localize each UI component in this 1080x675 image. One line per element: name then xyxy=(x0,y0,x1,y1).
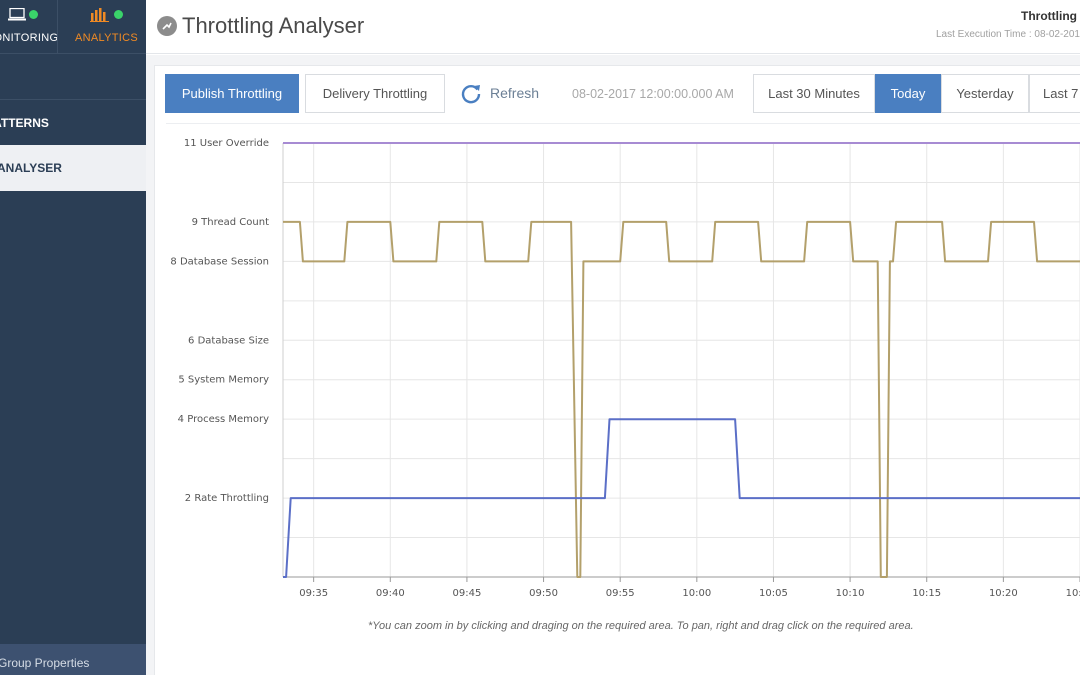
publish-throttling-button[interactable]: Publish Throttling xyxy=(165,74,299,113)
x-tick-label: 09:35 xyxy=(299,588,328,599)
execution-time: 08-02-2017 12:00:00.000 AM xyxy=(572,87,734,101)
y-tick-label: 5 System Memory xyxy=(178,375,269,386)
refresh-icon xyxy=(461,85,481,104)
toolbar-divider xyxy=(166,123,1080,124)
sidebar-item-analyser[interactable]: ANALYSER xyxy=(0,145,146,191)
y-tick-label: 9 Thread Count xyxy=(192,217,269,228)
y-tick-label: 4 Process Memory xyxy=(178,414,269,425)
x-tick-label: 09:40 xyxy=(376,588,405,599)
status-dot xyxy=(29,10,38,19)
last-execution-time: Last Execution Time : 08-02-2017 xyxy=(936,29,1080,40)
delivery-throttling-button[interactable]: Delivery Throttling xyxy=(305,74,445,113)
series-line xyxy=(283,418,1080,578)
page-header: Throttling Analyser Throttling Last Exec… xyxy=(146,0,1080,54)
x-tick-label: 10:25 xyxy=(1066,588,1080,599)
tab-monitoring-label: MONITORING xyxy=(0,32,58,44)
x-tick-label: 09:55 xyxy=(606,588,635,599)
analyser-icon xyxy=(157,16,177,36)
x-tick-label: 09:50 xyxy=(529,588,558,599)
tab-analytics-label: ANALYTICS xyxy=(75,32,139,44)
nav-tabs: MONITORING ANALYTICS xyxy=(0,0,146,54)
status-dot xyxy=(114,10,123,19)
series-line xyxy=(283,220,1080,578)
laptop-icon xyxy=(8,8,26,21)
y-tick-label: 11 User Override xyxy=(184,138,269,149)
range-last-7[interactable]: Last 7 xyxy=(1029,74,1080,113)
x-tick-label: 10:05 xyxy=(759,588,788,599)
bar-chart-icon xyxy=(90,8,109,22)
sidebar: MONITORING ANALYTICS PATTERNS ANALYSER G… xyxy=(0,0,146,675)
x-tick-label: 09:45 xyxy=(453,588,482,599)
x-tick-label: 10:20 xyxy=(989,588,1018,599)
sidebar-item-label: PATTERNS xyxy=(0,116,49,130)
tab-monitoring[interactable]: MONITORING xyxy=(0,0,58,54)
range-yesterday[interactable]: Yesterday xyxy=(941,74,1029,113)
chart-hint: *You can zoom in by clicking and draging… xyxy=(368,620,914,632)
y-tick-label: 2 Rate Throttling xyxy=(185,493,269,504)
page-title: Throttling Analyser xyxy=(182,13,365,38)
range-last-30-minutes[interactable]: Last 30 Minutes xyxy=(753,74,875,113)
y-tick-label: 6 Database Size xyxy=(188,335,269,346)
x-tick-label: 10:00 xyxy=(682,588,711,599)
y-tick-label: 8 Database Session xyxy=(170,256,269,267)
analyser-panel xyxy=(154,65,1080,675)
refresh-label: Refresh xyxy=(490,85,540,101)
x-tick-label: 10:15 xyxy=(912,588,941,599)
group-properties-label: Group Properties xyxy=(0,656,90,670)
range-today[interactable]: Today xyxy=(875,74,941,113)
sidebar-item-label: ANALYSER xyxy=(0,161,62,175)
sidebar-item-patterns[interactable]: PATTERNS xyxy=(0,99,146,145)
x-tick-label: 10:10 xyxy=(836,588,865,599)
tab-analytics[interactable]: ANALYTICS xyxy=(58,0,146,54)
group-properties-link[interactable]: Group Properties xyxy=(0,644,146,675)
header-section-title: Throttling xyxy=(1021,9,1077,23)
